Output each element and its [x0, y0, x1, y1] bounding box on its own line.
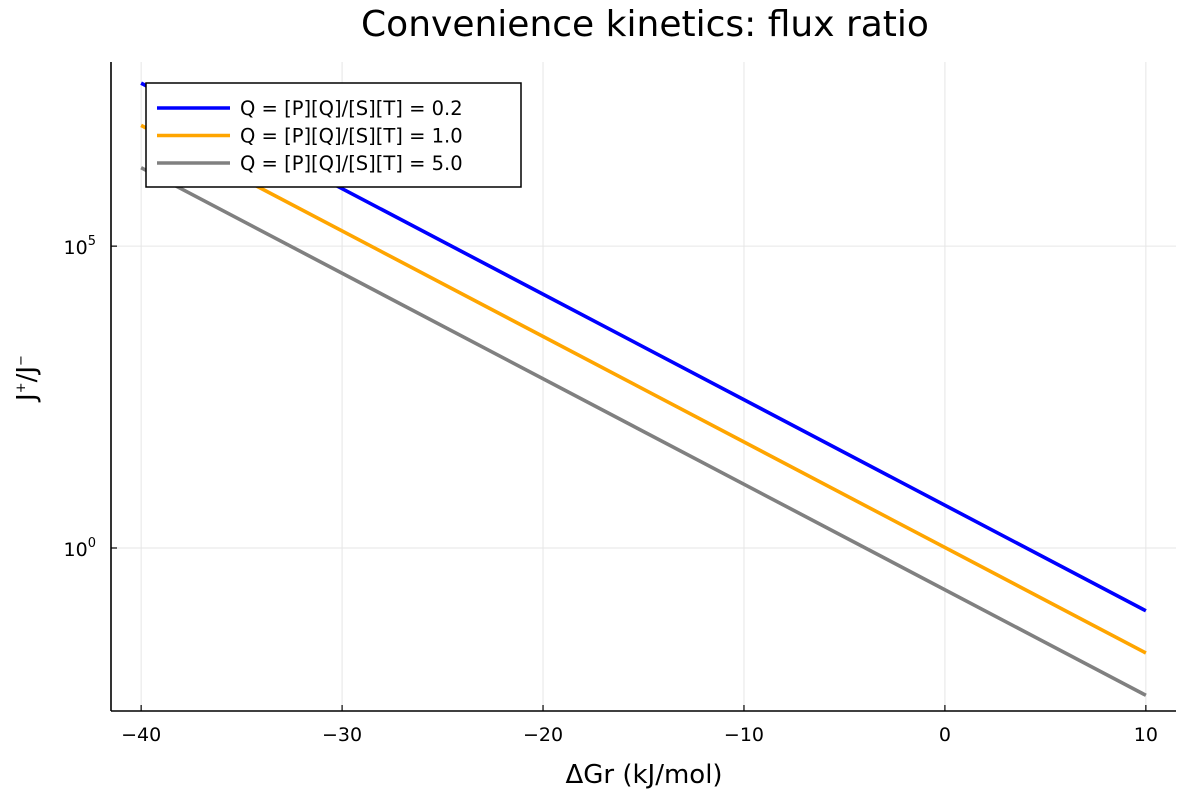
y-label-sup-minus: − — [14, 355, 29, 366]
y-axis-label: J+/J− — [12, 355, 42, 403]
series-line-3 — [140, 166, 1147, 697]
legend-label-2: Q = [P][Q]/[S][T] = 1.0 — [240, 125, 463, 148]
legend-label-1: Q = [P][Q]/[S][T] = 0.2 — [240, 97, 463, 120]
x-tick-label: −40 — [121, 724, 161, 746]
x-tick-label: 0 — [939, 724, 951, 746]
legend-label-3: Q = [P][Q]/[S][T] = 5.0 — [240, 152, 463, 175]
x-tick-label: 10 — [1134, 724, 1158, 746]
legend: Q = [P][Q]/[S][T] = 0.2 Q = [P][Q]/[S][T]… — [145, 82, 522, 188]
y-label-mid: /J — [12, 366, 42, 382]
y-label-base: J — [12, 393, 42, 403]
y-tick-label: 100 — [64, 536, 96, 561]
y-tick-label: 105 — [64, 234, 96, 259]
x-tick-label: −10 — [724, 724, 764, 746]
x-axis-label: ΔGr (kJ/mol) — [565, 760, 722, 790]
x-tick-label: −20 — [523, 724, 563, 746]
chart-title: Convenience kinetics: flux ratio — [361, 4, 929, 45]
y-tick-exponent: 5 — [88, 234, 96, 249]
y-tick-base: 10 — [64, 539, 88, 561]
y-tick-base: 10 — [64, 237, 88, 259]
series-line-2 — [140, 123, 1147, 655]
x-tick-label: −30 — [322, 724, 362, 746]
y-label-sup-plus: + — [14, 382, 29, 393]
y-tick-exponent: 0 — [88, 536, 96, 551]
x-ticks: −40 −30 −20 −10 0 10 — [121, 705, 1158, 746]
